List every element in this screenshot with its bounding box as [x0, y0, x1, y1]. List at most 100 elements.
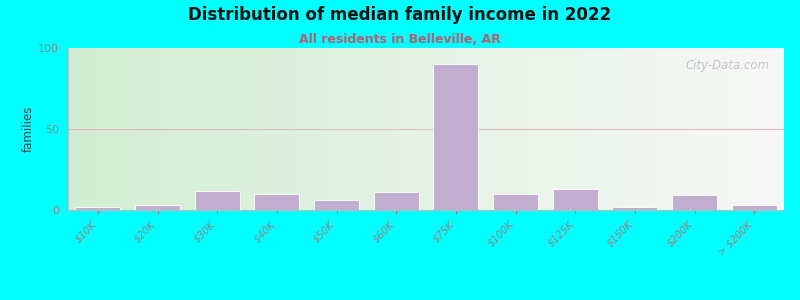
- Bar: [374, 192, 418, 210]
- Bar: [723, 48, 726, 210]
- Bar: [362, 48, 365, 210]
- Bar: [75, 207, 120, 210]
- Bar: [254, 194, 299, 210]
- Bar: [290, 48, 294, 210]
- Bar: [498, 48, 501, 210]
- Text: Distribution of median family income in 2022: Distribution of median family income in …: [189, 6, 611, 24]
- Bar: [135, 205, 180, 210]
- Bar: [741, 48, 745, 210]
- Bar: [122, 48, 126, 210]
- Bar: [133, 48, 136, 210]
- Bar: [218, 48, 222, 210]
- Bar: [526, 48, 530, 210]
- Bar: [426, 48, 430, 210]
- Bar: [548, 48, 551, 210]
- Bar: [283, 48, 286, 210]
- Bar: [587, 48, 590, 210]
- Bar: [466, 48, 469, 210]
- Bar: [519, 48, 522, 210]
- Bar: [194, 48, 197, 210]
- Bar: [738, 48, 741, 210]
- Bar: [530, 48, 534, 210]
- Bar: [254, 48, 258, 210]
- Bar: [139, 48, 143, 210]
- Bar: [570, 48, 573, 210]
- Bar: [558, 48, 562, 210]
- Bar: [175, 48, 179, 210]
- Bar: [687, 48, 691, 210]
- Bar: [555, 48, 558, 210]
- Bar: [634, 48, 638, 210]
- Bar: [330, 48, 333, 210]
- Bar: [154, 48, 158, 210]
- Bar: [111, 48, 114, 210]
- Bar: [522, 48, 526, 210]
- Bar: [347, 48, 351, 210]
- Bar: [734, 48, 738, 210]
- Bar: [337, 48, 340, 210]
- Bar: [774, 48, 777, 210]
- Bar: [240, 48, 243, 210]
- Bar: [777, 48, 781, 210]
- Bar: [487, 48, 490, 210]
- Bar: [297, 48, 301, 210]
- Bar: [447, 48, 451, 210]
- Bar: [383, 48, 386, 210]
- Bar: [638, 48, 641, 210]
- Bar: [86, 48, 90, 210]
- Bar: [226, 48, 229, 210]
- Bar: [150, 48, 154, 210]
- Bar: [75, 48, 78, 210]
- Bar: [505, 48, 508, 210]
- Bar: [662, 48, 666, 210]
- Bar: [93, 48, 97, 210]
- Bar: [71, 48, 75, 210]
- Bar: [766, 48, 770, 210]
- Bar: [613, 207, 658, 210]
- Bar: [748, 48, 752, 210]
- Bar: [143, 48, 146, 210]
- Bar: [190, 48, 194, 210]
- Bar: [279, 48, 282, 210]
- Bar: [730, 48, 734, 210]
- Bar: [605, 48, 609, 210]
- Bar: [272, 48, 276, 210]
- Bar: [294, 48, 297, 210]
- Bar: [365, 48, 369, 210]
- Bar: [430, 48, 433, 210]
- Bar: [551, 48, 555, 210]
- Bar: [616, 48, 619, 210]
- Bar: [243, 48, 247, 210]
- Bar: [433, 48, 437, 210]
- Bar: [276, 48, 279, 210]
- Bar: [702, 48, 706, 210]
- Bar: [379, 48, 383, 210]
- Bar: [623, 48, 626, 210]
- Bar: [698, 48, 702, 210]
- Bar: [172, 48, 175, 210]
- Bar: [759, 48, 762, 210]
- Bar: [781, 48, 784, 210]
- Bar: [462, 48, 466, 210]
- Bar: [194, 190, 239, 210]
- Bar: [222, 48, 226, 210]
- Bar: [469, 48, 473, 210]
- Bar: [651, 48, 655, 210]
- Bar: [340, 48, 344, 210]
- Bar: [322, 48, 326, 210]
- Bar: [386, 48, 390, 210]
- Bar: [672, 195, 717, 210]
- Bar: [541, 48, 544, 210]
- Bar: [211, 48, 214, 210]
- Bar: [315, 48, 318, 210]
- Bar: [168, 48, 172, 210]
- Bar: [318, 48, 322, 210]
- Bar: [658, 48, 662, 210]
- Bar: [229, 48, 233, 210]
- Bar: [401, 48, 405, 210]
- Bar: [566, 48, 569, 210]
- Bar: [165, 48, 168, 210]
- Bar: [422, 48, 426, 210]
- Bar: [326, 48, 330, 210]
- Bar: [476, 48, 480, 210]
